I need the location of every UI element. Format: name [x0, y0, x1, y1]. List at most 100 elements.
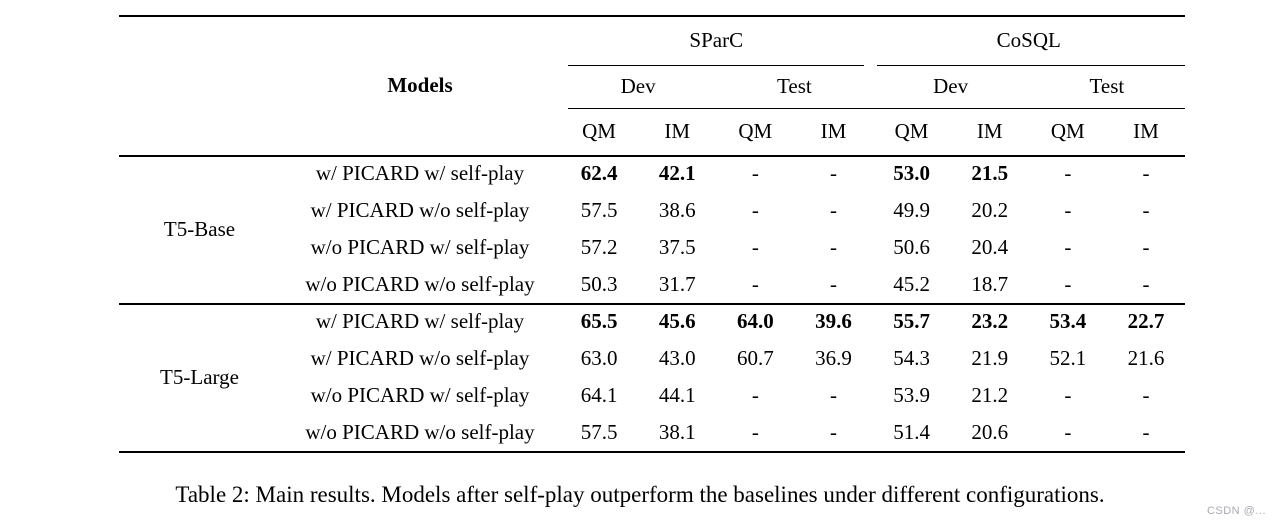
metric-value-cell: 23.2 — [971, 309, 1009, 333]
table-rule-under-splits — [568, 108, 1185, 109]
metric-value-cell: - — [829, 272, 837, 296]
metric-value-cell: 21.5 — [971, 161, 1009, 185]
metric-value-cell: 50.6 — [893, 235, 930, 259]
metric-value-cell: - — [751, 161, 759, 185]
metric-value-cell: 54.3 — [893, 346, 930, 370]
header-row-splits: Dev Test Dev Test — [119, 65, 1185, 108]
metric-value-cell: - — [1064, 420, 1072, 444]
split-header-sparc-test: Test — [777, 74, 812, 98]
metric-value-cell: - — [829, 420, 837, 444]
metric-value-cell: 45.2 — [893, 272, 930, 296]
model-config-cell: w/o PICARD w/o self-play — [305, 420, 535, 444]
metric-value-cell: - — [1064, 272, 1072, 296]
header-row-metrics: QM IM QM IM QM IM QM IM — [119, 108, 1185, 155]
table-rule-top — [119, 15, 1185, 17]
col-group-cosql: CoSQL — [996, 27, 1061, 52]
row-group-label: T5-Base — [163, 216, 236, 241]
metric-value-cell: - — [1142, 235, 1150, 259]
metric-value-cell: 63.0 — [580, 346, 618, 370]
col-group-sparc: SParC — [689, 27, 744, 52]
model-config-cell: w/ PICARD w/o self-play — [310, 198, 530, 222]
metric-value-cell: - — [1064, 198, 1072, 222]
metric-value-cell: - — [829, 161, 837, 185]
metric-value-cell: - — [1142, 272, 1150, 296]
table-rule-under-cosql — [877, 65, 1185, 66]
header-spacer-cell — [119, 15, 280, 155]
metric-value-cell: 45.6 — [658, 309, 696, 333]
metric-value-cell: - — [751, 198, 759, 222]
metric-value-cell: 52.1 — [1049, 346, 1087, 370]
table-row: w/ PICARD w/o self-play 63.0 43.0 60.7 36.9 5… — [119, 340, 1185, 377]
metric-value-cell: - — [1142, 161, 1150, 185]
metric-value-cell: 55.7 — [893, 309, 930, 333]
metric-value-cell: 43.0 — [658, 346, 696, 370]
metric-value-cell: - — [751, 383, 759, 407]
metric-value-cell: 60.7 — [736, 346, 774, 370]
table-rule-under-sparc — [568, 65, 864, 66]
table-row: T5-Base w/ PICARD w/ self-play 62.4 42.1 - - 5… — [119, 155, 1185, 241]
metric-value-cell: 44.1 — [658, 383, 696, 407]
metric-value-cell: 21.2 — [971, 383, 1009, 407]
table-caption: Table 2: Main results. Models after self… — [175, 482, 1105, 507]
metric-value-cell: - — [1064, 383, 1072, 407]
metric-value-cell: 39.6 — [815, 309, 852, 333]
metric-value-cell: 64.0 — [736, 309, 774, 333]
metric-value-cell: 37.5 — [658, 235, 696, 259]
metric-value-cell: 20.6 — [971, 420, 1009, 444]
metric-value-cell: - — [751, 420, 759, 444]
metric-header: IM — [664, 119, 691, 143]
metric-value-cell: 62.4 — [580, 161, 618, 185]
metric-value-cell: 20.4 — [971, 235, 1009, 259]
table-rule-bottom — [119, 451, 1185, 453]
metric-value-cell: - — [751, 235, 759, 259]
metric-value-cell: - — [1142, 198, 1150, 222]
split-header-cosql-dev: Dev — [933, 74, 969, 98]
results-table-area: Models SParC CoSQL Dev Test Dev Test QM … — [119, 15, 1185, 457]
table-row: w/o PICARD w/o self-play 57.5 38.1 - - 51.4 20… — [119, 414, 1185, 451]
metric-header: QM — [1050, 119, 1085, 143]
results-table-body: T5-Base w/ PICARD w/ self-play 62.4 42.1 - - 5… — [119, 155, 1185, 451]
metric-value-cell: 38.1 — [658, 420, 696, 444]
model-config-cell: w/o PICARD w/o self-play — [305, 272, 535, 296]
metric-value-cell: - — [829, 235, 837, 259]
metric-value-cell: 22.7 — [1127, 309, 1165, 333]
model-config-cell: w/ PICARD w/o self-play — [310, 346, 530, 370]
metric-value-cell: 49.9 — [893, 198, 930, 222]
model-config-cell: w/ PICARD w/ self-play — [315, 309, 525, 333]
metric-value-cell: 38.6 — [658, 198, 696, 222]
metric-value-cell: - — [1064, 161, 1072, 185]
metric-value-cell: 36.9 — [815, 346, 852, 370]
table-row: w/o PICARD w/ self-play 57.2 37.5 - - 50.6 20.… — [119, 229, 1185, 266]
metric-header: IM — [1133, 119, 1159, 143]
metric-header: IM — [976, 119, 1003, 143]
table-rule-under-header — [119, 155, 1185, 157]
metric-header: QM — [894, 119, 929, 143]
header-row-datasets: Models SParC CoSQL — [119, 15, 1185, 97]
metric-value-cell: - — [751, 272, 759, 296]
table-row: w/o PICARD w/o self-play 50.3 31.7 - - 45.2 18… — [119, 266, 1185, 303]
metric-value-cell: 51.4 — [893, 420, 930, 444]
csdn-watermark: CSDN @... — [1206, 505, 1266, 517]
metric-value-cell: - — [1064, 235, 1072, 259]
models-header: Models — [387, 72, 453, 97]
metric-value-cell: 21.6 — [1127, 346, 1165, 370]
split-header-sparc-dev: Dev — [620, 74, 656, 98]
metric-header: QM — [582, 119, 616, 143]
model-config-cell: w/o PICARD w/ self-play — [310, 383, 530, 407]
metric-value-cell: 20.2 — [971, 198, 1009, 222]
metric-value-cell: 57.5 — [580, 198, 618, 222]
metric-value-cell: 50.3 — [580, 272, 618, 296]
metric-value-cell: 18.7 — [971, 272, 1009, 296]
metric-value-cell: - — [1142, 383, 1150, 407]
model-config-cell: w/o PICARD w/ self-play — [310, 235, 530, 259]
metric-header: QM — [738, 119, 773, 143]
metric-value-cell: - — [829, 383, 837, 407]
table-row: w/o PICARD w/ self-play 64.1 44.1 - - 53.9 21.… — [119, 377, 1185, 414]
metric-value-cell: 65.5 — [580, 309, 618, 333]
metric-value-cell: 53.4 — [1049, 309, 1087, 333]
row-group-label: T5-Large — [160, 364, 239, 389]
metric-value-cell: 53.9 — [893, 383, 930, 407]
metric-header: IM — [820, 119, 847, 143]
table-rule-between-groups — [119, 303, 1185, 305]
